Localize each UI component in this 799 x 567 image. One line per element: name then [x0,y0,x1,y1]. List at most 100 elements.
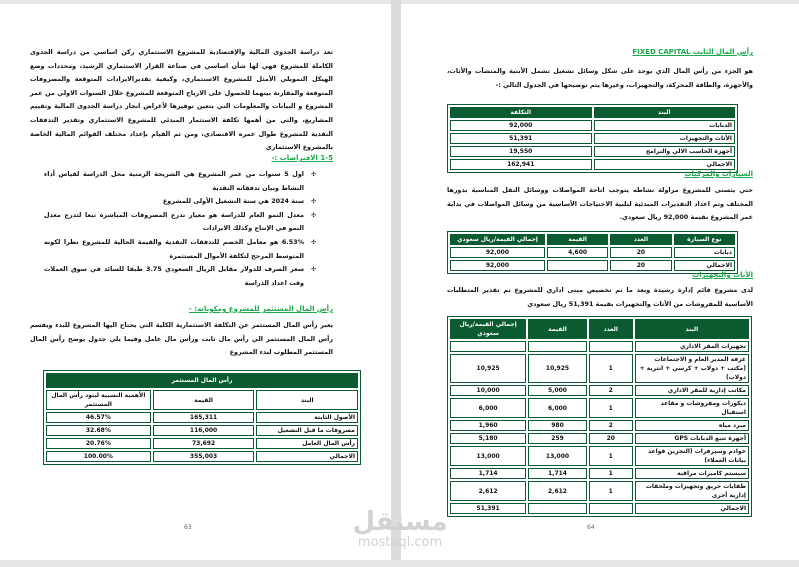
table-cell: أجهزة تتبع الدبابات GPS [634,433,749,444]
table-cell: 20 [610,247,672,258]
table-row: طفايات حريق وتجهيزات وملحقات إدارية أخرى… [450,481,749,501]
table-cell: 4,600 [546,247,609,258]
table-cell: 259 [528,433,587,444]
column-header: البند [634,319,749,339]
table-cell [450,341,527,352]
table-cell: 13,000 [450,446,527,466]
table-row: مبرد مياه 2 980 1,960 [450,420,749,431]
table-row: سيستم كاميرات مراقبة 1 1,714 1,714 [450,468,749,479]
assumptions-list: اول 5 سنوات من عمر المشروع هي الشريحة ال… [44,168,316,290]
table-cell: 32.68% [46,425,151,436]
page-separator [391,0,401,560]
table-cell: 92,000 [450,247,545,258]
assumption-item: اول 5 سنوات من عمر المشروع هي الشريحة ال… [44,168,316,195]
table-cell: 1,714 [450,468,527,479]
table-cell: 116,000 [152,425,255,436]
table-cell: 5,000 [528,385,587,396]
vehicles-table: نوع السيارة العدد القيمة إجمالي القيمة/ريال… [447,231,738,274]
vehicles-heading: السيارات والمركبات [684,170,753,178]
table-row: مكاتب إدارية للمقر الاداري 2 5,000 10,000 [450,385,749,396]
capital-heading: رأس المال المستثمر للمشروع ومكوناته: - [188,305,333,313]
table-cell: الأثاث والتجهيزات [593,133,735,144]
table-cell: رأس المال العامل [256,438,358,449]
column-header: البند [593,107,735,118]
table-cell: الاجمالي [634,503,749,514]
table-cell: 5,180 [450,433,527,444]
header-row: البند القيمة الأهمية النسبية لبنود رأس الم… [46,390,358,410]
table-row: دبابات 20 4,600 92,000 [450,247,735,258]
assumption-item: 6.53% هو معامل الخصم للتدفقات النقدية وا… [44,236,316,263]
table-cell: 1 [588,398,633,418]
table-cell [546,260,609,271]
column-header: نوع السيارة [673,234,735,245]
table-cell: 92,000 [450,260,545,271]
table-cell: 162,941 [450,159,592,170]
table-row: أجهزة الحاسب الالي والبرامج 19,550 [450,146,735,157]
table-cell: الاجمالي [256,451,358,462]
table-cell: 2 [588,385,633,396]
column-header: البند [256,390,358,410]
furniture-paragraph: لدى مشروع قائم إدارة رشيدة وبعد ما تم تخ… [447,286,753,308]
table-row: الاجمالي 20 92,000 [450,260,735,271]
table-cell: 165,311 [152,412,255,423]
table-cell: خوادم وسيرفرات (التخزين قواعد بيانات الع… [634,446,749,466]
table-cell: 13,000 [528,446,587,466]
table-row: غرفة المدير العام و الاجتماعات (مكتب + د… [450,354,749,383]
header-row: البند العدد القيمة إجمالي القيمة/ريال سعودي [450,319,749,339]
table-cell: 20 [610,260,672,271]
table-row: الاجمالي 355,003 100.00% [46,451,358,462]
column-header: إجمالي القيمة/ريال سعودي [450,234,545,245]
table-cell: 100.00% [46,451,151,462]
table-cell: تجهيزات المقر الاداري [634,341,749,352]
table-row: تجهيزات المقر الاداري [450,341,749,352]
intro-paragraph: تعد دراسة الجدوى المالية والإقتصادية للم… [30,48,333,152]
fixed-capital-heading: رأس المال الثابت FIXED CAPITAL [632,48,753,56]
page-63: تعد دراسة الجدوى المالية والإقتصادية للم… [0,4,391,560]
table-cell: 2,612 [528,481,587,501]
assumption-item: معدل النمو العام للدراسة هو معيار تدرج ا… [44,209,316,236]
table-cell: مكاتب إدارية للمقر الاداري [634,385,749,396]
column-header: القيمة [528,319,587,339]
page-number: 63 [184,524,192,531]
table-cell: أجهزة الحاسب الالي والبرامج [593,146,735,157]
header-row: نوع السيارة العدد القيمة إجمالي القيمة/ريال… [450,234,735,245]
table-cell: ديكورات ومفروشات و مقاعد استقبال [634,398,749,418]
furniture-table: البند العدد القيمة إجمالي القيمة/ريال سعودي… [447,316,752,517]
table-cell: مصروفات ما قبل التشغيل [256,425,358,436]
table-row: الأثاث والتجهيزات 51,391 [450,133,735,144]
table-cell: 46.57% [46,412,151,423]
table-row: الاجمالي 51,391 [450,503,749,514]
table-cell: 355,003 [152,451,255,462]
column-header: إجمالي القيمة/ريال سعودي [450,319,527,339]
table-cell: 73,692 [152,438,255,449]
table-cell: 1 [588,481,633,501]
invested-capital-table: رأس المال المستثمر البند القيمة الأهمية الن… [43,370,361,465]
table-row: خوادم وسيرفرات (التخزين قواعد بيانات الع… [450,446,749,466]
table-row: أجهزة تتبع الدبابات GPS 20 259 5,180 [450,433,749,444]
table-cell: الأصول الثابتة [256,412,358,423]
table-cell: 1 [588,354,633,383]
table-cell: مبرد مياه [634,420,749,431]
assumptions-heading: 1-5 الافتراضات :- [271,154,333,162]
table-cell: 51,391 [450,503,527,514]
capital-paragraph: يعبر رأس المال المستثمر عن التكلفة الاست… [30,321,333,357]
table-cell: 10,925 [528,354,587,383]
table-cell: 20 [588,433,633,444]
table-cell: 19,550 [450,146,592,157]
table-cell: الدبابات [593,120,735,131]
column-header: الأهمية النسبية لبنود رأس المال المستثمر [46,390,151,410]
table-cell [588,503,633,514]
page-64: رأس المال الثابت FIXED CAPITAL هو الجزء … [401,4,799,560]
fixed-capital-table: البند التكلفة الدبابات 92,000 الأثاث والتجهي… [447,104,738,173]
table-cell [528,341,587,352]
table-cell: 1 [588,446,633,466]
watermark-logo: مستقل mostaql.com [352,507,448,550]
table-cell: 6,000 [528,398,587,418]
vehicles-paragraph: حتي يتسنى للمشروع مزاولة نشاطه يتوجب اتا… [447,186,753,222]
header-row: البند التكلفة [450,107,735,118]
table-cell: 92,000 [450,120,592,131]
furniture-heading: الأثاث والتجهيزات [692,271,753,279]
table-cell: 20.76% [46,438,151,449]
table-cell: 1,960 [450,420,527,431]
table-cell: 6,000 [450,398,527,418]
